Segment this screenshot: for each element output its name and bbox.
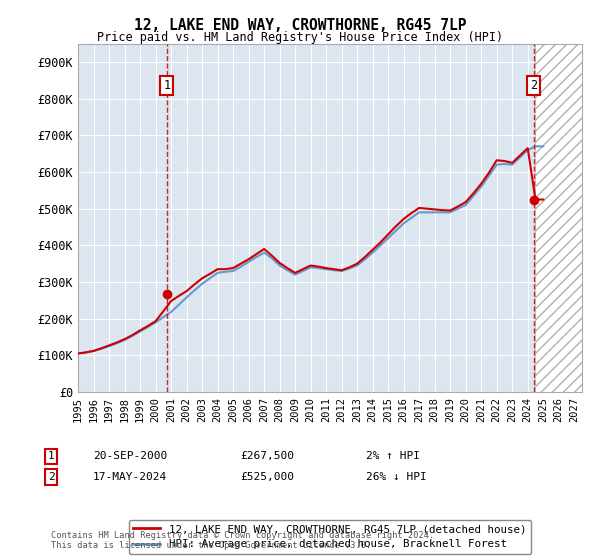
Text: 17-MAY-2024: 17-MAY-2024 [93,472,167,482]
Text: 1: 1 [163,79,170,92]
Text: 2: 2 [47,472,55,482]
Text: 2% ↑ HPI: 2% ↑ HPI [366,451,420,461]
Text: 26% ↓ HPI: 26% ↓ HPI [366,472,427,482]
Legend: 12, LAKE END WAY, CROWTHORNE, RG45 7LP (detached house), HPI: Average price, det: 12, LAKE END WAY, CROWTHORNE, RG45 7LP (… [129,520,531,554]
Text: 20-SEP-2000: 20-SEP-2000 [93,451,167,461]
Text: 12, LAKE END WAY, CROWTHORNE, RG45 7LP: 12, LAKE END WAY, CROWTHORNE, RG45 7LP [134,18,466,33]
Text: Price paid vs. HM Land Registry's House Price Index (HPI): Price paid vs. HM Land Registry's House … [97,31,503,44]
Text: £525,000: £525,000 [240,472,294,482]
Bar [535,44,582,392]
Text: Contains HM Land Registry data © Crown copyright and database right 2024.
This d: Contains HM Land Registry data © Crown c… [51,530,434,550]
Text: 1: 1 [47,451,55,461]
Bar [535,44,582,392]
Text: 2: 2 [530,79,537,92]
Text: £267,500: £267,500 [240,451,294,461]
